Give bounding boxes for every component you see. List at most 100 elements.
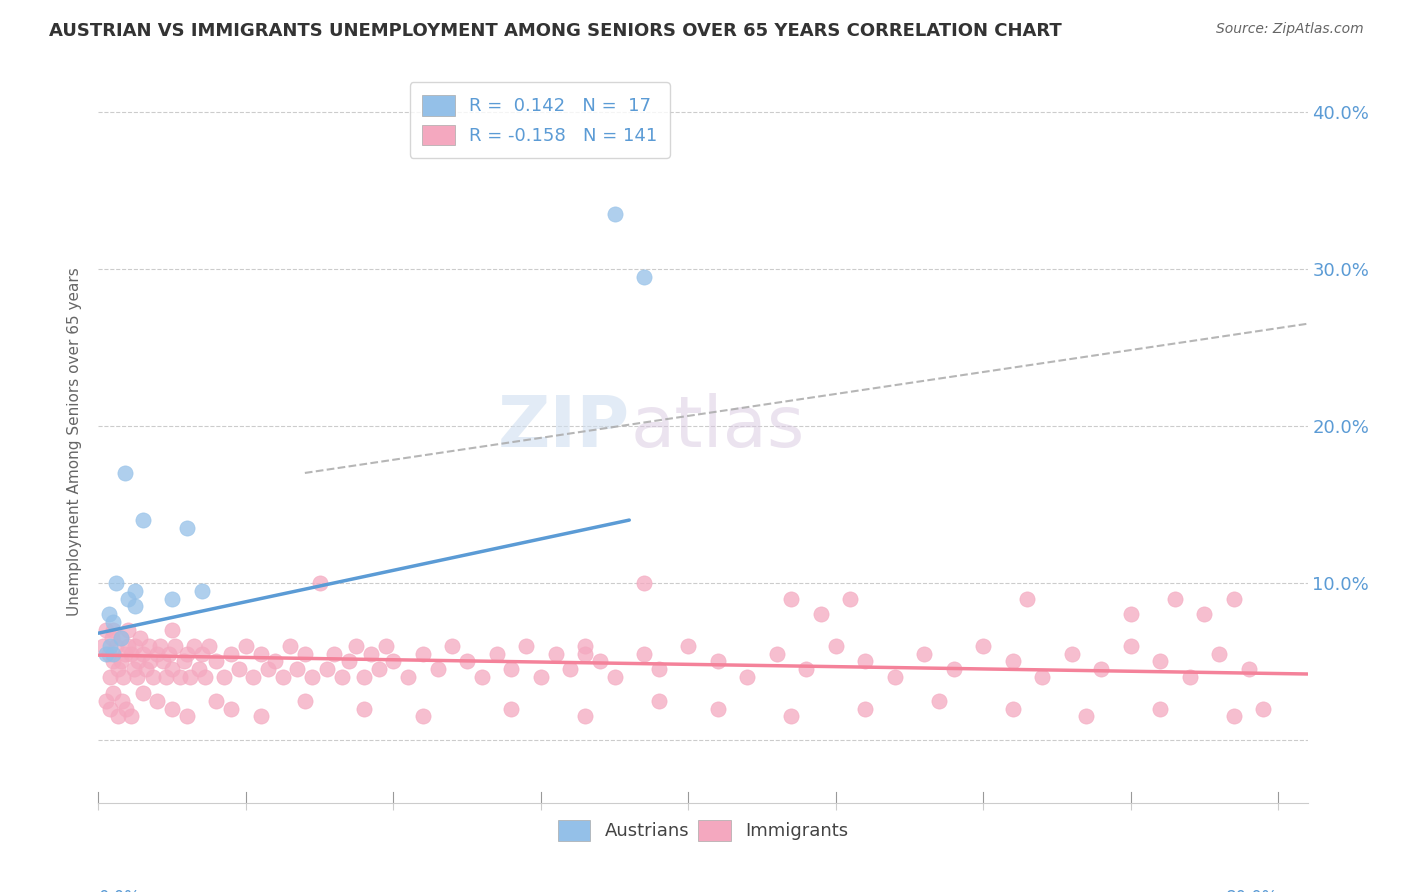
Point xyxy=(1031,670,1053,684)
Point xyxy=(190,647,212,661)
Text: AUSTRIAN VS IMMIGRANTS UNEMPLOYMENT AMONG SENIORS OVER 65 YEARS CORRELATION CHAR: AUSTRIAN VS IMMIGRANTS UNEMPLOYMENT AMON… xyxy=(49,22,1062,40)
Point xyxy=(574,639,596,653)
Point xyxy=(426,662,449,676)
Point xyxy=(485,647,508,661)
Point xyxy=(633,647,655,661)
Point xyxy=(169,670,191,684)
Point xyxy=(110,631,132,645)
Point xyxy=(107,709,129,723)
Point xyxy=(101,615,124,630)
Point xyxy=(633,575,655,590)
Point xyxy=(187,662,209,676)
Point xyxy=(142,670,165,684)
Point xyxy=(146,694,169,708)
Point xyxy=(1060,647,1083,661)
Point xyxy=(706,655,728,669)
Point xyxy=(176,709,198,723)
Point xyxy=(1119,639,1142,653)
Point xyxy=(155,670,177,684)
Point xyxy=(219,701,242,715)
Point xyxy=(574,709,596,723)
Point xyxy=(346,639,368,653)
Point xyxy=(98,701,121,715)
Point xyxy=(412,647,434,661)
Point xyxy=(375,639,398,653)
Point xyxy=(316,662,339,676)
Point xyxy=(94,694,117,708)
Point xyxy=(1001,655,1024,669)
Point xyxy=(853,701,876,715)
Point xyxy=(98,670,121,684)
Point xyxy=(97,607,120,622)
Point xyxy=(1223,591,1246,606)
Point xyxy=(501,662,523,676)
Point xyxy=(294,694,316,708)
Point xyxy=(138,639,160,653)
Point xyxy=(560,662,582,676)
Point xyxy=(360,647,382,661)
Point xyxy=(353,701,375,715)
Point xyxy=(176,647,198,661)
Point xyxy=(105,575,128,590)
Point xyxy=(94,647,117,661)
Point xyxy=(1178,670,1201,684)
Point xyxy=(1164,591,1187,606)
Point xyxy=(125,670,148,684)
Point xyxy=(242,670,264,684)
Point xyxy=(780,709,803,723)
Point xyxy=(110,631,132,645)
Point xyxy=(471,670,494,684)
Point xyxy=(794,662,817,676)
Point xyxy=(1149,701,1171,715)
Point xyxy=(706,701,728,715)
Point xyxy=(287,662,309,676)
Point xyxy=(294,647,316,661)
Point xyxy=(883,670,905,684)
Point xyxy=(839,591,862,606)
Point xyxy=(1194,607,1216,622)
Point xyxy=(603,207,626,221)
Point xyxy=(337,655,360,669)
Point xyxy=(176,521,198,535)
Point xyxy=(146,647,169,661)
Point xyxy=(131,513,153,527)
Point xyxy=(1001,701,1024,715)
Point xyxy=(114,647,136,661)
Text: Source: ZipAtlas.com: Source: ZipAtlas.com xyxy=(1216,22,1364,37)
Point xyxy=(589,655,612,669)
Point xyxy=(183,639,205,653)
Point xyxy=(942,662,965,676)
Point xyxy=(111,694,134,708)
Point xyxy=(100,631,122,645)
Point xyxy=(117,591,139,606)
Point xyxy=(308,575,330,590)
Y-axis label: Unemployment Among Seniors over 65 years: Unemployment Among Seniors over 65 years xyxy=(67,268,83,615)
Point xyxy=(101,623,124,637)
Point xyxy=(105,639,128,653)
Point xyxy=(1119,607,1142,622)
Point xyxy=(271,670,294,684)
Point xyxy=(94,623,117,637)
Point xyxy=(396,670,419,684)
Point xyxy=(544,647,567,661)
Point xyxy=(110,655,132,669)
Point xyxy=(301,670,323,684)
Point xyxy=(135,662,157,676)
Point xyxy=(97,647,120,661)
Point xyxy=(107,662,129,676)
Point xyxy=(127,655,149,669)
Point xyxy=(120,647,142,661)
Point xyxy=(515,639,537,653)
Point xyxy=(264,655,287,669)
Point xyxy=(853,655,876,669)
Point xyxy=(179,670,201,684)
Point xyxy=(530,670,553,684)
Point xyxy=(122,662,145,676)
Point xyxy=(235,639,257,653)
Point xyxy=(91,639,114,653)
Point xyxy=(205,655,228,669)
Point xyxy=(810,607,832,622)
Point xyxy=(1223,709,1246,723)
Point xyxy=(412,709,434,723)
Point xyxy=(278,639,301,653)
